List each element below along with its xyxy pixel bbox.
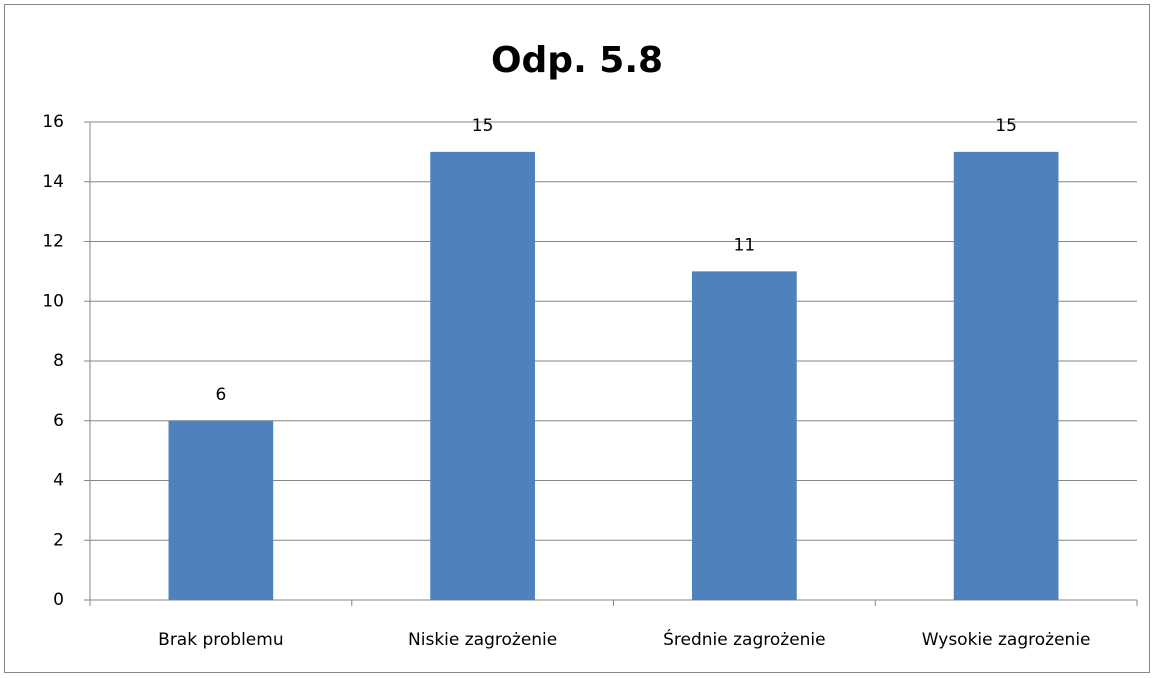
y-tick-label: 6 xyxy=(53,411,64,431)
x-tick-label: Średnie zagrożenie xyxy=(663,628,826,650)
y-tick-label: 4 xyxy=(53,471,64,491)
x-tick-label: Wysokie zagrożenie xyxy=(922,630,1091,650)
data-label: 15 xyxy=(472,116,494,136)
x-tick-label: Brak problemu xyxy=(158,630,283,650)
bar xyxy=(168,420,274,600)
y-tick-label: 14 xyxy=(42,172,64,192)
y-tick-label: 0 xyxy=(53,590,64,610)
data-label: 15 xyxy=(995,116,1017,136)
y-tick-label: 2 xyxy=(53,530,64,550)
bar xyxy=(692,271,797,600)
data-label: 6 xyxy=(215,385,226,405)
y-tick-label: 16 xyxy=(42,112,64,132)
y-tick-label: 12 xyxy=(42,232,64,252)
bar xyxy=(953,151,1059,600)
data-label: 11 xyxy=(734,235,756,255)
bar xyxy=(430,151,535,600)
x-tick-label: Niskie zagrożenie xyxy=(408,630,557,650)
chart-title: Odp. 5.8 xyxy=(491,40,663,81)
y-tick-label: 10 xyxy=(42,291,64,311)
y-tick-label: 8 xyxy=(53,351,64,371)
